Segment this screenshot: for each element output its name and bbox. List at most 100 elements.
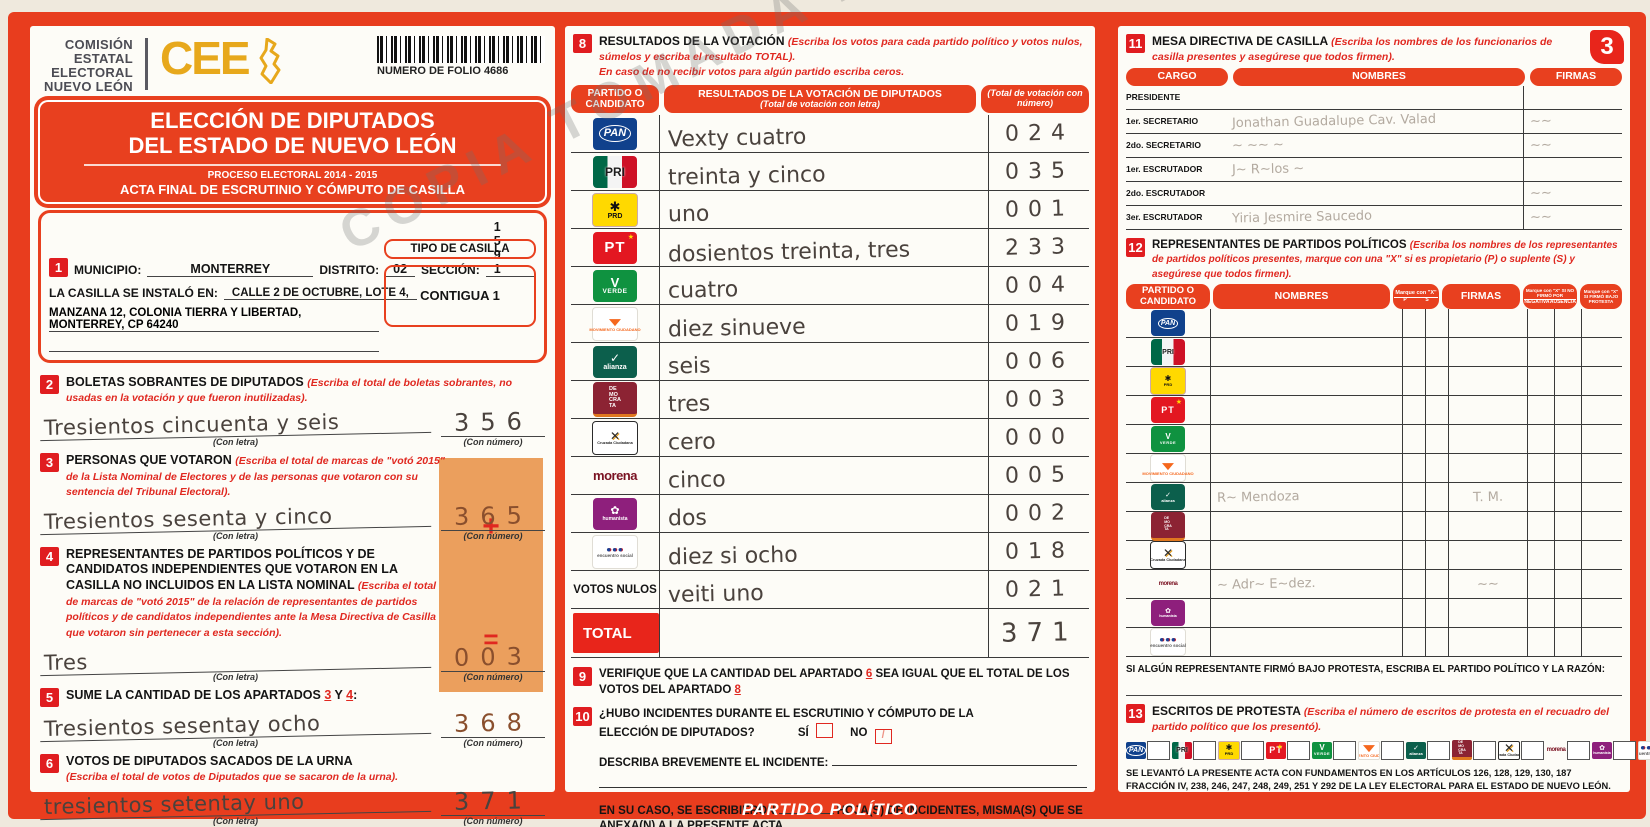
representante-row — [1126, 511, 1622, 542]
result-row: dos 002 — [571, 495, 1089, 534]
protesta-cell[interactable] — [1582, 483, 1622, 511]
protesta-cell[interactable] — [1582, 396, 1622, 424]
representantes-rows: R~ Mendoza T. M. — [1126, 309, 1622, 658]
ausencia-cell[interactable] — [1555, 628, 1582, 657]
party-logo — [1151, 511, 1185, 541]
escritos-count-box[interactable] — [1381, 740, 1404, 760]
propietario-cell[interactable] — [1403, 483, 1426, 512]
propietario-cell[interactable] — [1403, 599, 1426, 628]
ausencia-cell[interactable] — [1555, 309, 1582, 338]
protesta-cell[interactable] — [1582, 541, 1622, 569]
protesta-cell[interactable] — [1582, 512, 1622, 540]
ausencia-cell[interactable] — [1555, 425, 1582, 454]
hojas-blank[interactable] — [778, 812, 834, 814]
escritos-count-box[interactable] — [1613, 740, 1636, 760]
protesta-cell[interactable] — [1582, 570, 1622, 598]
ausencia-cell[interactable] — [1555, 483, 1582, 512]
protesta-cell[interactable] — [1582, 338, 1622, 366]
ausencia-cell[interactable] — [1555, 367, 1582, 396]
ausencia-cell[interactable] — [1555, 541, 1582, 570]
col-partido-header: PARTIDO O CANDIDATO — [571, 85, 659, 114]
negativa-cell[interactable] — [1528, 628, 1555, 657]
suplente-cell[interactable] — [1426, 483, 1449, 512]
propietario-cell[interactable] — [1403, 338, 1426, 367]
escritos-count-box[interactable] — [1287, 740, 1310, 760]
ausencia-cell[interactable] — [1555, 570, 1582, 599]
suplente-cell[interactable] — [1426, 338, 1449, 367]
propietario-cell[interactable] — [1403, 309, 1426, 338]
suplente-cell[interactable] — [1426, 599, 1449, 628]
escritos-count-box[interactable] — [1193, 740, 1216, 760]
results-table-header: PARTIDO O CANDIDATO RESULTADOS DE LA VOT… — [571, 85, 1089, 114]
protesta-cell[interactable] — [1582, 309, 1622, 337]
representante-row — [1126, 309, 1622, 339]
suplente-cell[interactable] — [1426, 309, 1449, 338]
negativa-cell[interactable] — [1528, 454, 1555, 483]
section-number: 6 — [40, 753, 59, 773]
protesta-cell[interactable] — [1582, 599, 1622, 627]
col-cargo-header: CARGO — [1126, 68, 1228, 86]
party-logo — [1151, 397, 1185, 424]
propietario-cell[interactable] — [1403, 367, 1426, 396]
propietario-cell[interactable] — [1403, 396, 1426, 425]
escritos-count-box[interactable] — [1473, 740, 1496, 760]
suplente-cell[interactable] — [1426, 512, 1449, 541]
negativa-cell[interactable] — [1528, 309, 1555, 338]
section-12-representantes: 12 REPRESENTANTES DE PARTIDOS POLÍTICOS … — [1118, 230, 1630, 285]
propietario-cell[interactable] — [1403, 541, 1426, 570]
protesta-blank-line[interactable] — [1126, 687, 1622, 696]
negativa-cell[interactable] — [1528, 541, 1555, 570]
suplente-cell[interactable] — [1426, 541, 1449, 570]
escritos-count-box[interactable] — [1241, 740, 1264, 760]
negativa-cell[interactable] — [1528, 396, 1555, 425]
suplente-cell[interactable] — [1426, 396, 1449, 425]
negativa-cell[interactable] — [1528, 367, 1555, 396]
party-logo — [1151, 310, 1185, 337]
suplente-cell[interactable] — [1426, 454, 1449, 483]
propietario-cell[interactable] — [1403, 454, 1426, 483]
escritos-count-box[interactable] — [1567, 740, 1590, 760]
propietario-cell[interactable] — [1403, 425, 1426, 454]
propietario-cell[interactable] — [1403, 512, 1426, 541]
incident-blank-line[interactable] — [831, 764, 1077, 766]
protesta-cell[interactable] — [1582, 454, 1622, 482]
negativa-cell[interactable] — [1528, 570, 1555, 599]
votes-number-handwriting: 001 — [1004, 196, 1074, 224]
incident-blank-line-2[interactable] — [599, 787, 1087, 789]
result-row: diez sinueve 019 — [571, 305, 1089, 344]
no-checkbox[interactable]: / — [874, 728, 892, 744]
ausencia-cell[interactable] — [1555, 454, 1582, 483]
protesta-cell[interactable] — [1582, 628, 1622, 656]
negativa-cell[interactable] — [1528, 338, 1555, 367]
negativa-cell[interactable] — [1528, 512, 1555, 541]
propietario-cell[interactable] — [1403, 628, 1426, 657]
protesta-cell[interactable] — [1582, 425, 1622, 453]
protesta-cell[interactable] — [1582, 367, 1622, 395]
ausencia-cell[interactable] — [1555, 396, 1582, 425]
suplente-cell[interactable] — [1426, 570, 1449, 599]
ausencia-cell[interactable] — [1555, 338, 1582, 367]
negativa-cell[interactable] — [1528, 483, 1555, 512]
suplente-cell[interactable] — [1426, 367, 1449, 396]
escritos-count-box[interactable] — [1427, 740, 1450, 760]
section-title: SUME LA CANTIDAD DE LOS APARTADOS — [66, 687, 321, 702]
result-row: uno 001 — [571, 191, 1089, 230]
org-line: NUEVO LEÓN — [44, 79, 133, 95]
escritos-count-box[interactable] — [1147, 740, 1170, 760]
escritos-count-box[interactable] — [1521, 740, 1544, 760]
si-checkbox[interactable] — [815, 722, 833, 738]
propietario-cell[interactable] — [1403, 570, 1426, 599]
negativa-cell[interactable] — [1528, 425, 1555, 454]
ausencia-cell[interactable] — [1555, 512, 1582, 541]
party-logo — [1150, 628, 1186, 657]
ausencia-cell[interactable] — [1555, 599, 1582, 628]
representante-row — [1126, 541, 1622, 571]
address-blank-line[interactable] — [49, 339, 379, 352]
suplente-cell[interactable] — [1426, 425, 1449, 454]
left-panel: COMISIÓN ESTATAL ELECTORAL NUEVO LEÓN CE… — [30, 26, 555, 826]
cargo-label: 3er. ESCRUTADOR — [1126, 212, 1203, 223]
equals-icon: = — [483, 624, 499, 654]
suplente-cell[interactable] — [1426, 628, 1449, 657]
escritos-count-box[interactable] — [1333, 740, 1356, 760]
negativa-cell[interactable] — [1528, 599, 1555, 628]
